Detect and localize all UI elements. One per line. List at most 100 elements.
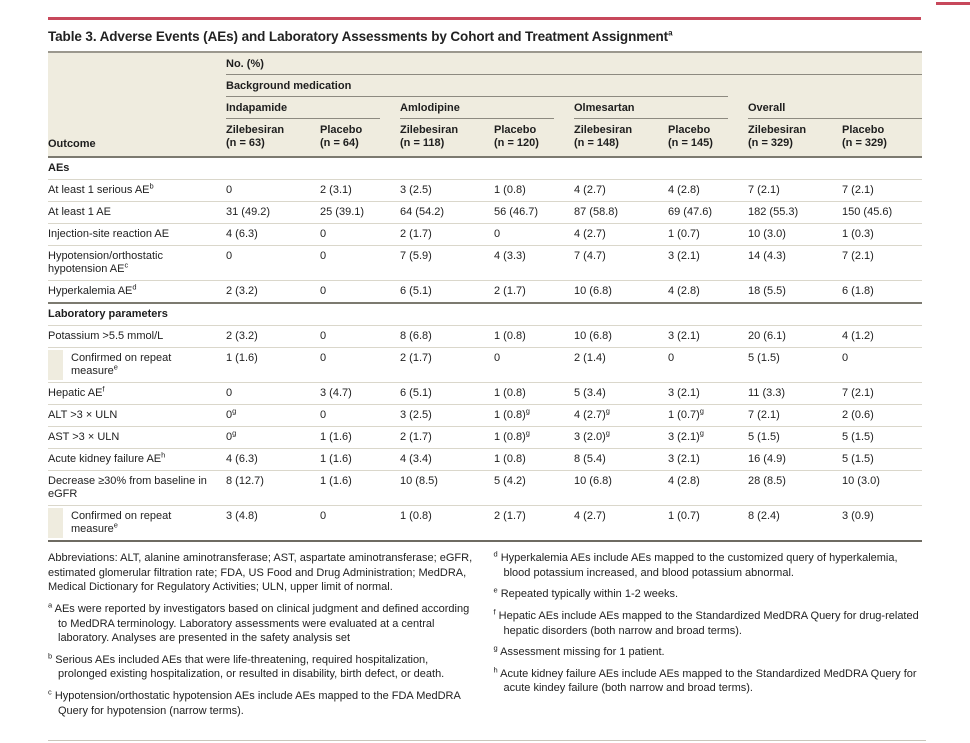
value-cell: 28 (8.5) bbox=[748, 470, 842, 506]
value-cell: 2 (1.4) bbox=[574, 347, 668, 383]
column-header-placebo-olmesartan: Placebo (n = 145) bbox=[668, 119, 748, 158]
drug-name: Zilebesiran bbox=[226, 124, 285, 136]
value-cell: 10 (6.8) bbox=[574, 280, 668, 303]
column-header-zilebesiran-overall: Zilebesiran (n = 329) bbox=[748, 119, 842, 158]
footnote: g Assessment missing for 1 patient. bbox=[493, 643, 665, 659]
sample-size: (n = 120) bbox=[494, 137, 539, 149]
value-cell: 7 (4.7) bbox=[574, 245, 668, 281]
footnote-marker: g bbox=[232, 406, 237, 416]
value-cell: 3 (2.1) bbox=[668, 382, 748, 405]
value-cell: 5 (1.5) bbox=[748, 426, 842, 449]
header-group-amlodipine: Amlodipine bbox=[400, 97, 574, 119]
footnote: a AEs were reported by investigators bas… bbox=[48, 600, 470, 645]
footnote-marker: h bbox=[493, 665, 498, 675]
footnote-marker: c bbox=[48, 687, 52, 697]
drug-name: Zilebesiran bbox=[574, 124, 633, 136]
table-row: AST >3 × ULN 0g 1 (1.6) 2 (1.7) 1 (0.8)g 3 (2… bbox=[48, 426, 923, 449]
value-cell: 2 (3.2) bbox=[226, 280, 320, 303]
header-row-columns: Outcome Zilebesiran (n = 63) Placebo (n = … bbox=[48, 119, 923, 158]
footnote: h Acute kidney failure AEs include AEs m… bbox=[493, 665, 917, 695]
value-cell: 4 (2.7)g bbox=[574, 404, 668, 427]
value-cell: 3 (2.1)g bbox=[668, 426, 748, 449]
value-cell: 1 (1.6) bbox=[320, 470, 400, 506]
column-header-placebo-amlodipine: Placebo (n = 120) bbox=[494, 119, 574, 158]
sample-size: (n = 148) bbox=[574, 137, 619, 149]
table-row: Hyperkalemia AEd 2 (3.2) 0 6 (5.1) 2 (1.7) 10… bbox=[48, 280, 923, 303]
value-cell: 3 (2.1) bbox=[668, 245, 748, 281]
value-cell: 0 bbox=[842, 347, 923, 383]
value-cell: 25 (39.1) bbox=[320, 201, 400, 224]
sample-size: (n = 63) bbox=[226, 137, 265, 149]
value-cell: 0 bbox=[668, 347, 748, 383]
value-cell: 0 bbox=[320, 245, 400, 281]
value-cell: 4 (2.8) bbox=[668, 280, 748, 303]
header-group-overall: Overall bbox=[748, 97, 923, 119]
outcome-label: AST >3 × ULN bbox=[48, 426, 226, 449]
value-cell: 7 (5.9) bbox=[400, 245, 494, 281]
value-cell: 10 (6.8) bbox=[574, 470, 668, 506]
table-row: Decrease ≥30% from baseline in eGFR 8 (12… bbox=[48, 470, 923, 506]
table-row: At least 1 serious AEb 0 2 (3.1) 3 (2.5) 1 (… bbox=[48, 179, 923, 202]
footnote-marker: g bbox=[525, 428, 530, 438]
footnote-marker: b bbox=[48, 651, 53, 661]
footnote-marker: e bbox=[493, 585, 498, 595]
value-cell: 0 bbox=[320, 223, 400, 246]
value-cell: 10 (8.5) bbox=[400, 470, 494, 506]
table-row: Injection-site reaction AE 4 (6.3) 0 2 (1.7… bbox=[48, 223, 923, 246]
sample-size: (n = 329) bbox=[748, 137, 793, 149]
value-cell: 0 bbox=[226, 382, 320, 405]
value-cell: 2 (0.6) bbox=[842, 404, 923, 427]
value-cell: 0 bbox=[226, 179, 320, 202]
group-label: Indapamide bbox=[226, 97, 380, 119]
value-cell: 4 (2.8) bbox=[668, 470, 748, 506]
value-cell: 8 (5.4) bbox=[574, 448, 668, 471]
group-label: Amlodipine bbox=[400, 97, 554, 119]
value-cell: 3 (2.1) bbox=[668, 325, 748, 348]
section-row: AEs bbox=[48, 157, 923, 180]
footnote: c Hypotension/orthostatic hypotension AE… bbox=[48, 687, 461, 717]
value-cell: 3 (2.0)g bbox=[574, 426, 668, 449]
value-cell: 182 (55.3) bbox=[748, 201, 842, 224]
footnote-marker: g bbox=[699, 428, 704, 438]
value-cell: 8 (12.7) bbox=[226, 470, 320, 506]
value-cell: 2 (1.7) bbox=[400, 426, 494, 449]
value-cell: 4 (3.3) bbox=[494, 245, 574, 281]
value-cell: 2 (1.7) bbox=[494, 280, 574, 303]
value-cell: 4 (2.8) bbox=[668, 179, 748, 202]
drug-name: Placebo bbox=[668, 124, 711, 136]
table-row: Confirmed on repeat measuree 3 (4.8) 0 1 (0… bbox=[48, 505, 923, 541]
drug-name: Placebo bbox=[842, 124, 885, 136]
value-cell: 87 (58.8) bbox=[574, 201, 668, 224]
value-cell: 6 (5.1) bbox=[400, 382, 494, 405]
footnote-marker: g bbox=[699, 406, 704, 416]
footnote-marker: g bbox=[525, 406, 530, 416]
table-body: AEs At least 1 serious AEb 0 2 (3.1) 3 (2.5)… bbox=[48, 157, 923, 541]
value-cell: 7 (2.1) bbox=[748, 404, 842, 427]
outcome-column-header: Outcome bbox=[48, 119, 226, 158]
value-cell: 6 (1.8) bbox=[842, 280, 923, 303]
value-cell: 14 (4.3) bbox=[748, 245, 842, 281]
value-cell: 3 (2.5) bbox=[400, 404, 494, 427]
value-cell: 5 (3.4) bbox=[574, 382, 668, 405]
group-label: Olmesartan bbox=[574, 97, 728, 119]
value-cell: 18 (5.5) bbox=[748, 280, 842, 303]
outcome-label: Confirmed on repeat measuree bbox=[48, 505, 226, 541]
value-cell: 1 (0.7)g bbox=[668, 404, 748, 427]
outcome-label: Hepatic AEf bbox=[48, 382, 226, 405]
value-cell: 3 (4.7) bbox=[320, 382, 400, 405]
value-cell: 0g bbox=[226, 404, 320, 427]
footnotes-left-column: Abbreviations: ALT, alanine aminotransfe… bbox=[48, 551, 476, 725]
header-spacer bbox=[748, 75, 923, 97]
value-cell: 2 (3.2) bbox=[226, 325, 320, 348]
column-header-placebo-overall: Placebo (n = 329) bbox=[842, 119, 923, 158]
value-cell: 1 (0.7) bbox=[668, 223, 748, 246]
footnote-marker: g bbox=[493, 643, 498, 653]
value-cell: 6 (5.1) bbox=[400, 280, 494, 303]
value-cell: 5 (4.2) bbox=[494, 470, 574, 506]
value-cell: 3 (0.9) bbox=[842, 505, 923, 541]
section-label: Laboratory parameters bbox=[48, 302, 923, 326]
value-cell: 5 (1.5) bbox=[842, 448, 923, 471]
header-spacer bbox=[48, 75, 226, 97]
sample-size: (n = 118) bbox=[400, 137, 445, 149]
